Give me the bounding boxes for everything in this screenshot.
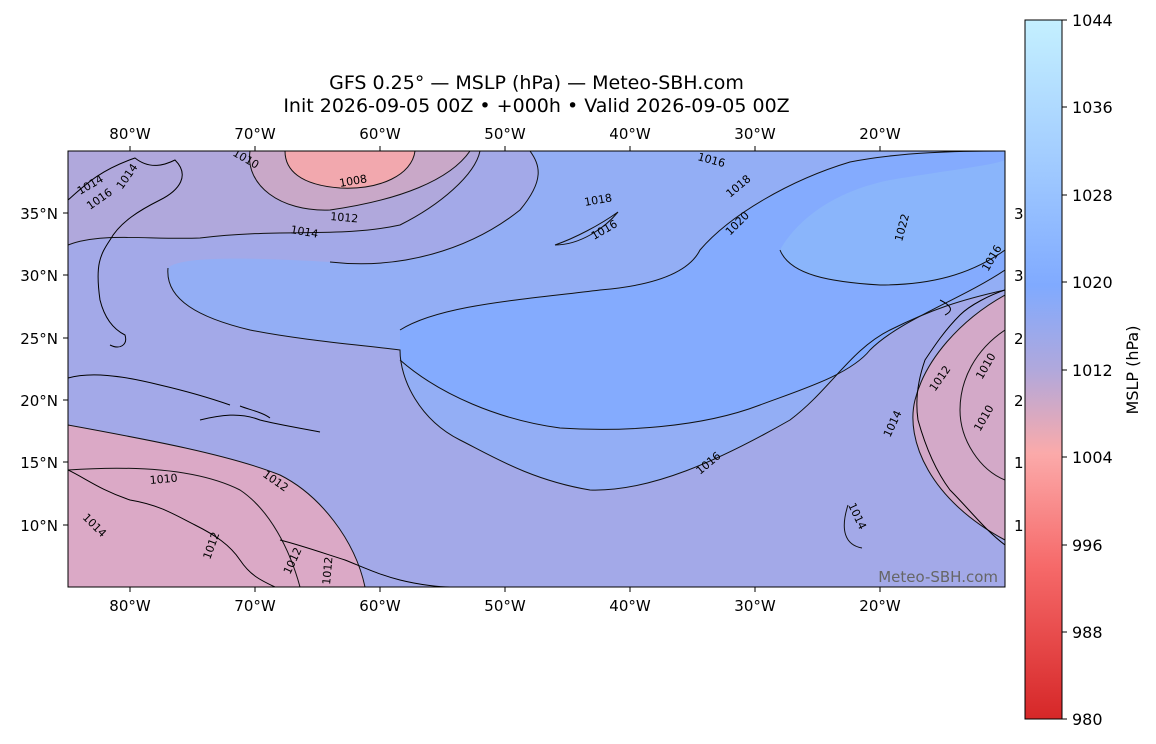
colorbar-gradient [1024, 19, 1063, 720]
lat-tick-label-partial: 2 [1014, 330, 1024, 348]
lat-tick-label-partial: 3 [1014, 267, 1024, 285]
lon-tick-label: 60°W [359, 125, 401, 143]
lon-ticks-top: 80°W 70°W 60°W 50°W 40°W 30°W 20°W [109, 125, 901, 151]
lon-tick-label: 20°W [859, 125, 901, 143]
colorbar: 1044 1036 1028 1020 1012 1004 996 988 98… [1024, 11, 1142, 729]
lon-ticks-bottom: 80°W 70°W 60°W 50°W 40°W 30°W 20°W [109, 587, 901, 615]
lon-tick-label: 50°W [484, 597, 526, 615]
colorbar-tick-label: 996 [1072, 536, 1103, 555]
lat-tick-label: 35°N [20, 205, 58, 223]
lat-tick-label-partial: 3 [1014, 205, 1024, 223]
colorbar-tick-label: 1004 [1072, 448, 1113, 467]
lon-tick-label: 50°W [484, 125, 526, 143]
lon-tick-label: 80°W [109, 597, 151, 615]
watermark: Meteo-SBH.com [878, 568, 998, 586]
colorbar-tick-label: 1044 [1072, 11, 1113, 30]
high-pressure-core-1022 [780, 160, 1005, 285]
pressure-low-centre [285, 151, 415, 189]
colorbar-tick-label: 1012 [1072, 361, 1113, 380]
map-panel[interactable]: 1014 1016 1014 1010 1008 1012 1014 1016 … [68, 146, 1005, 587]
contour-label: 1008 [338, 172, 368, 190]
lon-tick-label: 40°W [609, 125, 651, 143]
lat-tick-label-partial: 1 [1014, 454, 1024, 472]
contour-labels: 1014 1016 1014 1010 1008 1012 1014 1016 … [75, 151, 1005, 585]
colorbar-tick-label: 1020 [1072, 273, 1113, 292]
lat-tick-label: 20°N [20, 392, 58, 410]
lon-tick-label: 20°W [859, 597, 901, 615]
lon-tick-label: 40°W [609, 597, 651, 615]
lon-tick-label: 80°W [109, 125, 151, 143]
map-title-line1: GFS 0.25° — MSLP (hPa) — Meteo-SBH.com [329, 72, 744, 94]
lon-tick-label: 60°W [359, 597, 401, 615]
colorbar-tick-label: 988 [1072, 623, 1103, 642]
coastlines [68, 157, 1005, 587]
lat-tick-label-partial: 2 [1014, 392, 1024, 410]
colorbar-tick-label: 1036 [1072, 98, 1113, 117]
colorbar-label: MSLP (hPa) [1123, 326, 1142, 415]
lat-tick-label-partial: 1 [1014, 517, 1024, 535]
colorbar-tick-label: 980 [1072, 710, 1103, 729]
lat-tick-label: 30°N [20, 267, 58, 285]
contour-label: 1012 [330, 210, 359, 225]
map-frame [67, 150, 1006, 588]
lat-tick-label: 15°N [20, 454, 58, 472]
contour-label: 1018 [583, 191, 613, 209]
map-title-line2: Init 2026-09-05 00Z • +000h • Valid 2026… [283, 95, 790, 117]
lon-tick-label: 30°W [734, 597, 776, 615]
contour-label: 1012 [320, 556, 335, 585]
lat-tick-label: 10°N [20, 517, 58, 535]
colorbar-tick-label: 1028 [1072, 186, 1113, 205]
contour-label: 1014 [289, 223, 319, 241]
lat-tick-label: 25°N [20, 330, 58, 348]
lat-ticks-right-partial: 3 3 2 2 1 1 [1014, 205, 1024, 535]
low-pressure-south-area [68, 425, 365, 587]
lon-tick-label: 70°W [234, 125, 276, 143]
lon-tick-label: 70°W [234, 597, 276, 615]
isobar-lines [68, 151, 1005, 587]
lon-tick-label: 30°W [734, 125, 776, 143]
lat-ticks-left: 35°N 30°N 25°N 20°N 15°N 10°N [20, 205, 68, 535]
contour-label: 1010 [149, 472, 178, 487]
